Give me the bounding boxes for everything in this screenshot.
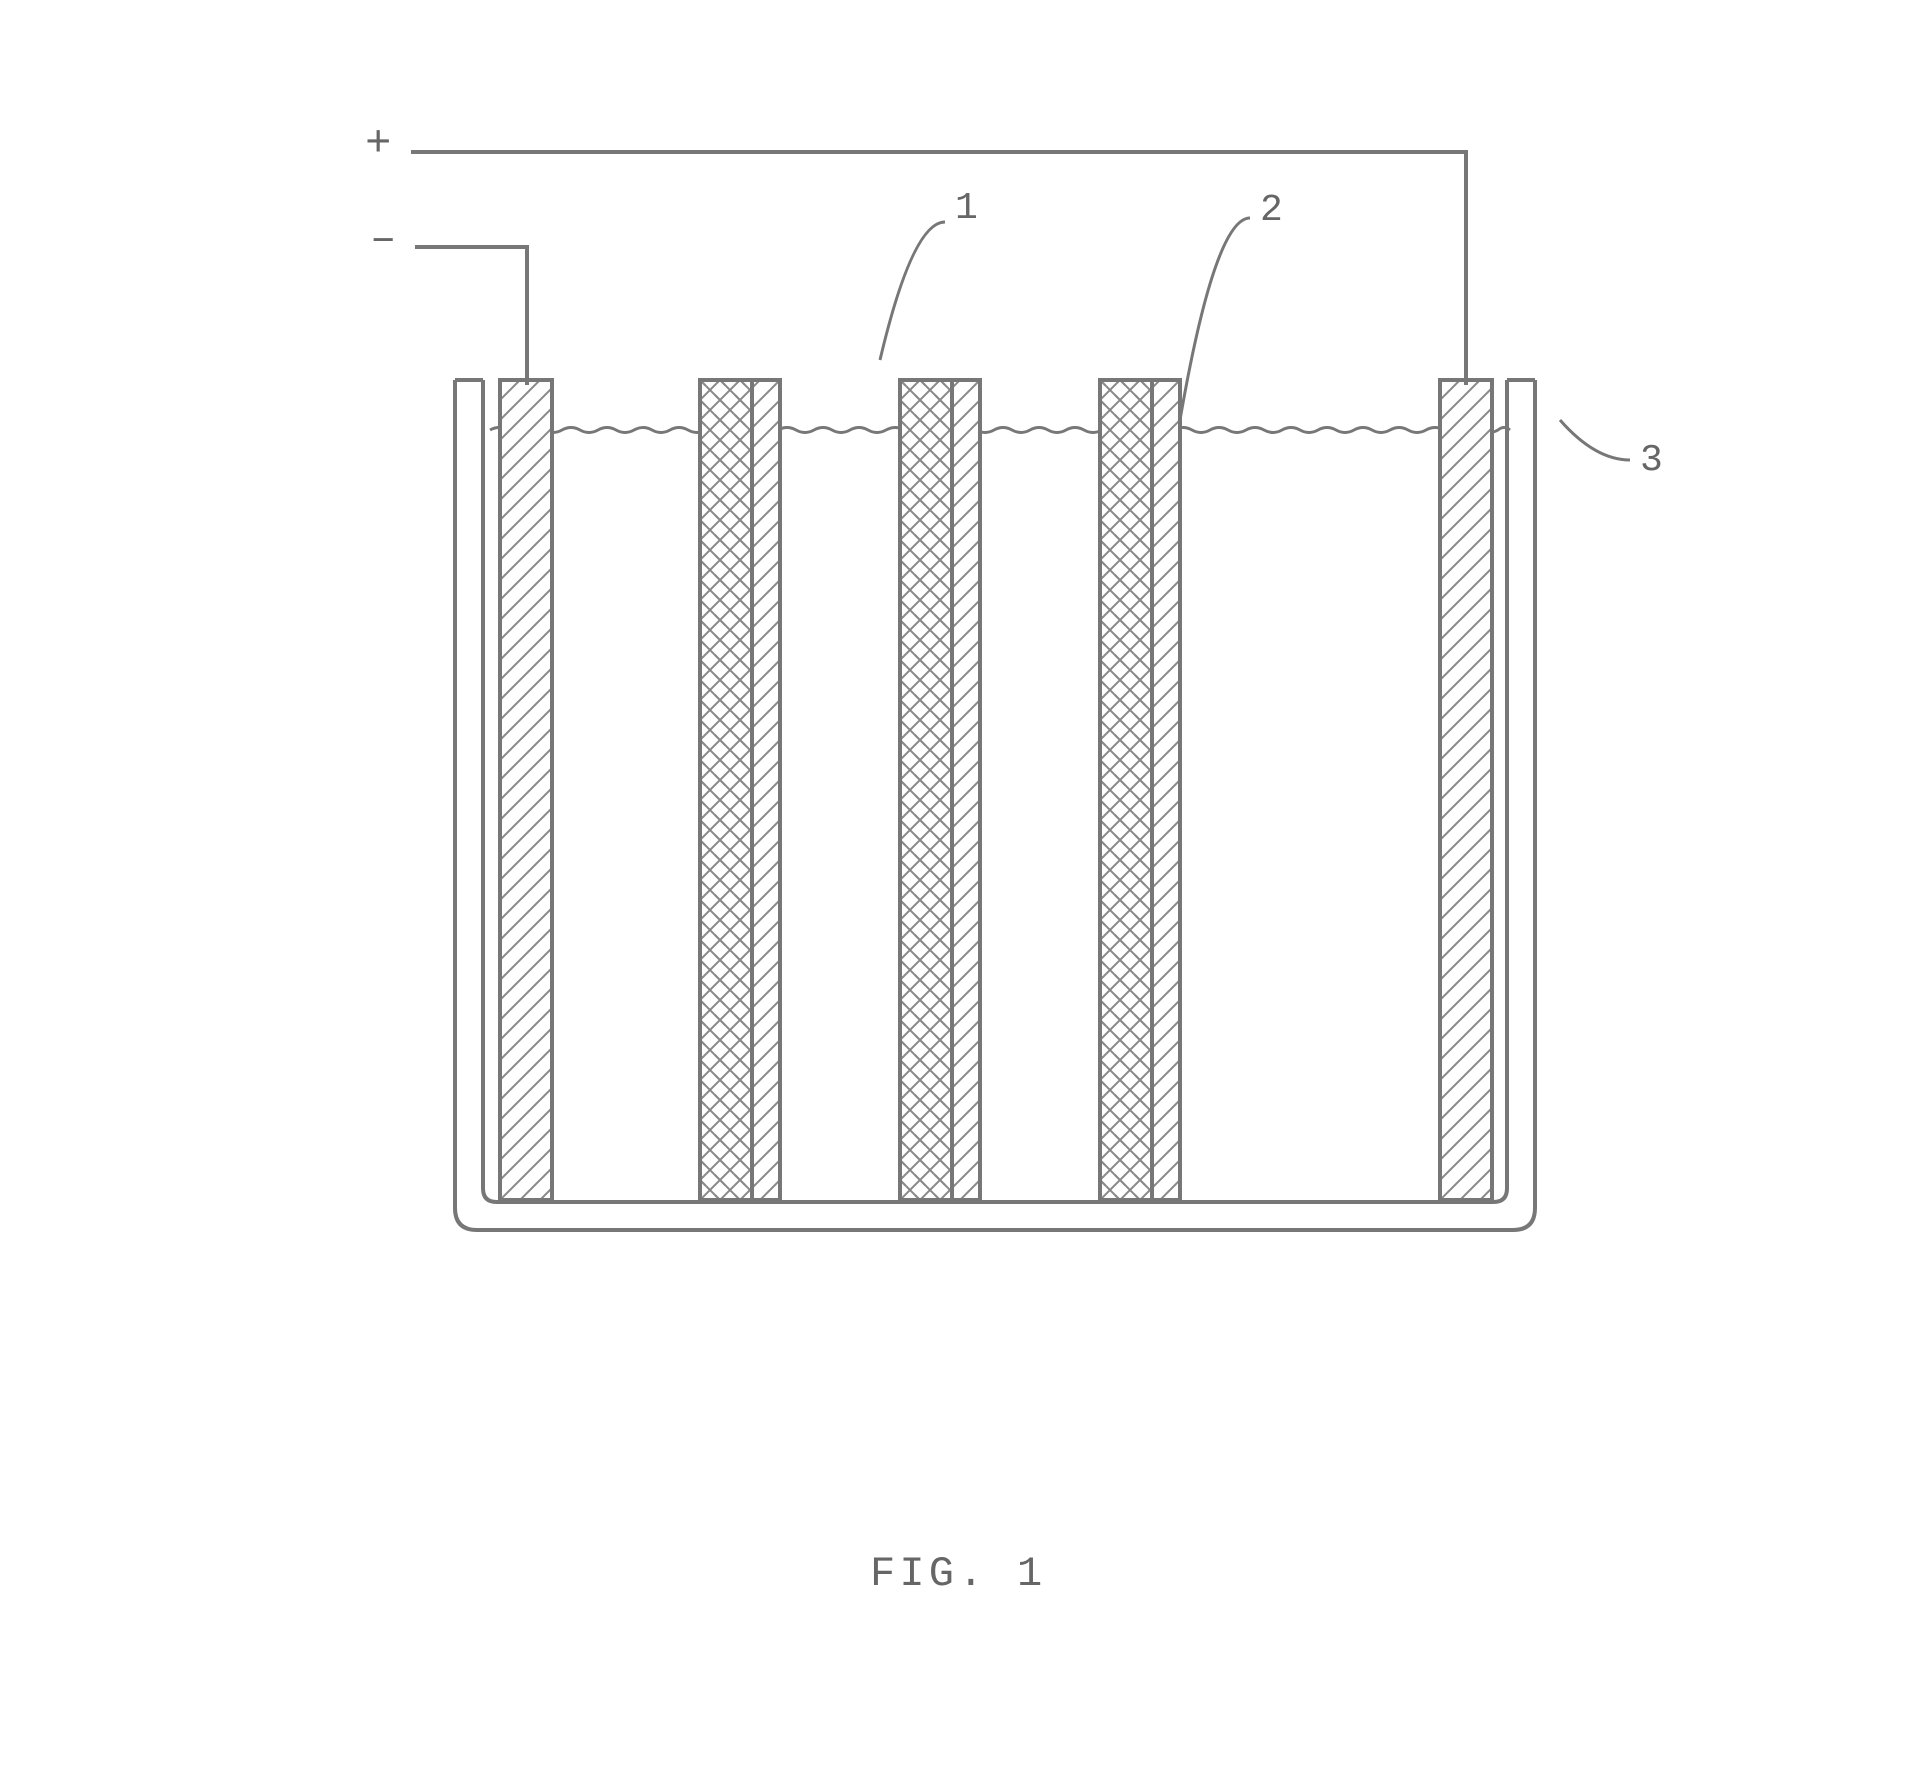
figure-container: – +1 2 3 FIG. 1	[0, 0, 1914, 1767]
electrode-inner-1-b	[952, 380, 980, 1200]
liquid-surface	[490, 428, 1510, 433]
callout-3-leader	[1560, 420, 1630, 460]
container-inner-wall	[483, 380, 1507, 1202]
callout-3-label: 3	[1640, 439, 1663, 482]
container-outer-wall	[455, 380, 1535, 1230]
wire-negative	[415, 247, 527, 385]
electrode-outer-left	[500, 380, 552, 1200]
callout-1-label: 1	[955, 187, 978, 230]
electrode-outer-right	[1440, 380, 1492, 1200]
electrode-inner-2-b	[1152, 380, 1180, 1200]
callout-2-label: 2	[1260, 189, 1283, 232]
terminal-negative-label: –	[370, 214, 396, 264]
wire-positive	[411, 152, 1466, 385]
terminal-positive-label: +	[365, 119, 391, 169]
figure-caption: FIG. 1	[870, 1550, 1046, 1598]
electrode-inner-0-b	[752, 380, 780, 1200]
electrode-inner-1-a	[900, 380, 952, 1200]
callout-2-leader	[1180, 218, 1250, 420]
electrolysis-diagram: – +1 2 3	[0, 0, 1914, 1767]
electrode-inner-2-a	[1100, 380, 1152, 1200]
callout-1-leader	[880, 222, 945, 360]
electrode-inner-0-a	[700, 380, 752, 1200]
